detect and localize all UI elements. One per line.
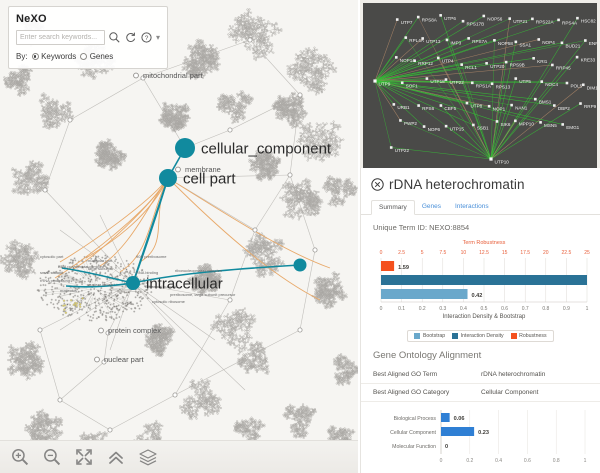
legend-label: Interaction Density	[461, 333, 504, 339]
legend-swatch	[414, 333, 421, 339]
term-detail-panel[interactable]: rDNA heterochromatin Summary Genes Inter…	[360, 168, 600, 473]
collapse-button[interactable]	[106, 447, 126, 467]
chart-legend: Bootstrap Interaction Density Robustness	[407, 330, 554, 342]
fit-to-screen-button[interactable]	[74, 447, 94, 467]
legend-label: Robustness	[519, 333, 546, 339]
app-title: NeXO	[16, 13, 160, 25]
by-label: By:	[16, 52, 28, 61]
legend-label: Bootstrap	[423, 333, 445, 339]
gene-interaction-network[interactable]: UTP7 RPS8A UTP6 RPS17B NOP56 UTP21 RPS22A RPS4A…	[360, 0, 600, 168]
help-icon[interactable]: ?	[140, 31, 153, 44]
radio-genes-dot[interactable]	[80, 53, 88, 60]
legend-item-2[interactable]: Robustness	[510, 333, 547, 339]
robustness-chart: Term Robustness 0 2.5 5 7.5 10 12.5 15 17.5 20 22.…	[361, 232, 600, 342]
radio-keywords-dot[interactable]	[31, 53, 39, 60]
legend-swatch	[510, 333, 517, 339]
close-icon[interactable]	[371, 178, 384, 191]
radio-keywords[interactable]: Keywords	[31, 52, 76, 61]
tab-genes[interactable]: Genes	[415, 200, 448, 215]
layers-button[interactable]	[138, 447, 158, 467]
legend-item-0[interactable]: Bootstrap	[414, 333, 445, 339]
legend-item-1[interactable]: Interaction Density	[452, 333, 504, 339]
search-icon[interactable]	[108, 31, 121, 44]
search-panel[interactable]: NeXO ? ▾ By: Keywords	[8, 6, 168, 69]
ontology-tree-view[interactable]: mitochondrial part membrane protein comple…	[0, 0, 358, 473]
radio-genes[interactable]: Genes	[80, 52, 113, 61]
legend-swatch	[452, 333, 459, 339]
detail-tabs[interactable]: Summary Genes Interactions	[361, 199, 600, 215]
search-row[interactable]: ? ▾	[16, 30, 160, 45]
go-term-row: Best Aligned GO Term rDNA heterochromati…	[361, 366, 600, 384]
chevron-down-icon[interactable]: ▾	[156, 31, 160, 44]
refresh-icon[interactable]	[124, 31, 137, 44]
unique-term-id: Unique Term ID: NEXO:8854	[361, 215, 600, 232]
go-alignment-chart: 0 0.2 0.4 0.6 0.8 1 Biological Process 0.06 Cell…	[361, 402, 600, 473]
search-input[interactable]	[16, 30, 105, 45]
detail-header: rDNA heterochromatin	[361, 168, 600, 192]
go-category-value: Cellular Component	[481, 389, 588, 396]
go-category-row: Best Aligned GO Category Cellular Compon…	[361, 384, 600, 402]
zoom-in-button[interactable]	[10, 447, 30, 467]
go-term-value: rDNA heterochromatin	[481, 371, 588, 378]
view-toolbar[interactable]	[0, 440, 358, 473]
tab-interactions[interactable]: Interactions	[448, 200, 496, 215]
radio-genes-label: Genes	[90, 52, 114, 61]
tab-summary[interactable]: Summary	[371, 200, 415, 215]
page-title: rDNA heterochromatin	[389, 177, 525, 192]
go-alignment-title: Gene Ontology Alignment	[361, 342, 600, 366]
zoom-out-button[interactable]	[42, 447, 62, 467]
radio-keywords-label: Keywords	[41, 52, 76, 61]
search-by-row[interactable]: By: Keywords Genes	[16, 52, 160, 61]
go-term-key: Best Aligned GO Term	[373, 371, 481, 378]
go-category-key: Best Aligned GO Category	[373, 389, 481, 396]
